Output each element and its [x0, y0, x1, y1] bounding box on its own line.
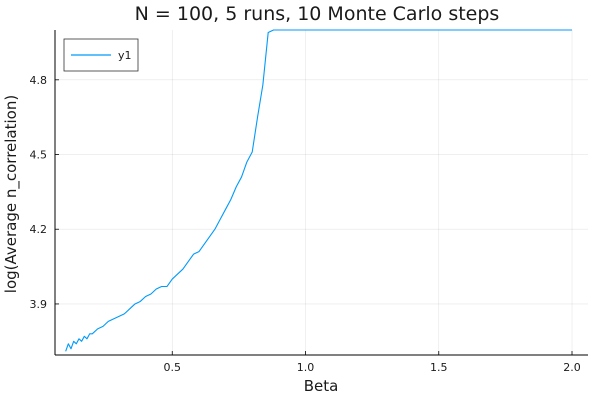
x-tick-label: 1.0	[297, 361, 315, 374]
y-tick-label: 3.9	[30, 298, 48, 311]
x-axis-title: Beta	[304, 377, 339, 395]
series-layer	[65, 29, 573, 352]
axes	[54, 30, 588, 356]
grid	[55, 30, 588, 355]
y-tick-label: 4.8	[30, 74, 48, 87]
x-tick-label: 0.5	[164, 361, 182, 374]
x-tick-label: 2.0	[563, 361, 581, 374]
y-axis-title: log(Average n_correlation)	[2, 95, 21, 293]
x-tick-label: 1.5	[430, 361, 448, 374]
legend-label-y1: y1	[118, 49, 132, 62]
y-tick-label: 4.2	[30, 223, 48, 236]
legend: y1	[63, 38, 139, 72]
chart-title: N = 100, 5 runs, 10 Monte Carlo steps	[135, 3, 500, 25]
y-tick-label: 4.5	[30, 149, 48, 162]
ticks: 0.5 1.0 1.5 2.0 3.9 4.2 4.5 4.8	[30, 74, 581, 374]
series-line-y1	[65, 29, 573, 352]
